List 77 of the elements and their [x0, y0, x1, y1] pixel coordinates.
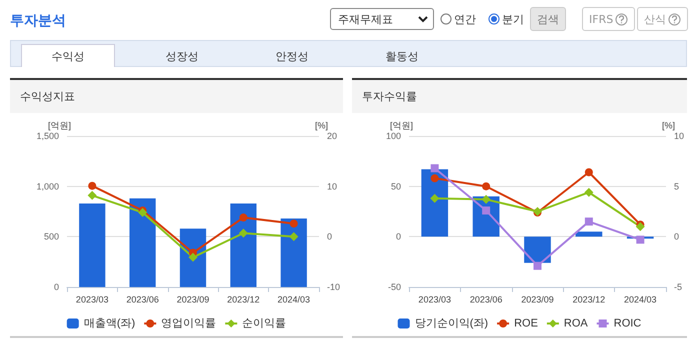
x-tick-label: 2023/12 [227, 294, 260, 304]
y-tick-label: 0 [54, 282, 59, 292]
x-tick-label: 2023/12 [572, 294, 606, 304]
legend-label: 매출액(좌) [84, 318, 136, 330]
point [239, 214, 248, 222]
point [188, 252, 198, 262]
legend-label: ROE [514, 318, 538, 330]
text: 분기 [501, 12, 524, 28]
text: 검색 [530, 7, 566, 31]
text: 수익성 [21, 44, 115, 67]
bar [79, 203, 106, 287]
bar [576, 232, 602, 237]
chart-title: 투자수익률 [352, 80, 687, 113]
point [584, 168, 593, 176]
y2-tick-label: 10 [326, 181, 338, 192]
y2-tick-label: 0 [674, 232, 680, 242]
y-axis-title: [억원] [390, 120, 413, 130]
point [289, 232, 298, 242]
legend-label: 당기순이익(좌) [414, 318, 488, 330]
x-tick-label: 2023/09 [521, 294, 554, 304]
point [430, 174, 439, 182]
bar [421, 169, 448, 237]
y-tick-label: 50 [390, 181, 401, 192]
chart-title: 수익성지표 [10, 80, 343, 113]
legend-label: 순이익률 [242, 318, 286, 330]
x-tick-label: 2023/06 [470, 294, 502, 304]
point [238, 228, 248, 238]
point [482, 206, 490, 214]
y2-axis-title: [%] [314, 120, 328, 130]
text: 성장성 [164, 48, 200, 64]
point [584, 218, 593, 226]
y-tick-label: 0 [396, 232, 401, 242]
point [138, 208, 148, 218]
y-tick-label: -50 [388, 282, 401, 292]
point [584, 188, 594, 197]
x-tick-label: 2023/03 [418, 294, 451, 304]
bar [280, 218, 307, 287]
y2-tick-label: 5 [674, 181, 680, 192]
x-tick-label: 2023/03 [76, 294, 108, 304]
y2-tick-label: 20 [326, 131, 338, 141]
text: 연간 [453, 12, 476, 28]
x-tick-label: 2023/09 [176, 294, 210, 304]
point [482, 182, 490, 190]
point [533, 262, 542, 270]
bar [230, 203, 256, 287]
point [290, 220, 298, 228]
text: 활동성 [384, 48, 420, 64]
point [482, 194, 491, 204]
y-tick-label: 1,500 [36, 131, 59, 141]
y2-tick-label: -5 [674, 282, 682, 292]
point [430, 164, 439, 172]
legend-label: ROIC [614, 318, 642, 330]
x-tick-label: 2024/03 [624, 294, 657, 304]
y-tick-label: 500 [44, 232, 59, 242]
x-tick-label: 2023/06 [126, 294, 159, 304]
text: 투자분석 [10, 12, 66, 30]
x-tick-label: 2024/03 [278, 294, 310, 304]
point [88, 190, 97, 200]
legend-label: ROA [564, 318, 588, 330]
text: 안정성 [274, 48, 310, 64]
bar [129, 198, 156, 287]
text: 주재무제표 [330, 8, 434, 30]
y2-tick-label: -10 [326, 282, 340, 292]
text: IFRS [582, 7, 636, 31]
bar [524, 236, 551, 263]
y-tick-label: 1,000 [36, 181, 59, 192]
point [430, 194, 440, 203]
y-tick-label: 100 [386, 131, 401, 141]
text: 산식 [637, 7, 688, 31]
point [636, 236, 644, 244]
y2-axis-title: [%] [662, 120, 676, 130]
y2-tick-label: 0 [326, 232, 332, 242]
point [636, 222, 645, 232]
y-axis-title: [억원] [48, 120, 71, 130]
y2-tick-label: 10 [674, 131, 684, 141]
legend-label: 영업이익률 [161, 318, 216, 330]
point [88, 182, 96, 190]
